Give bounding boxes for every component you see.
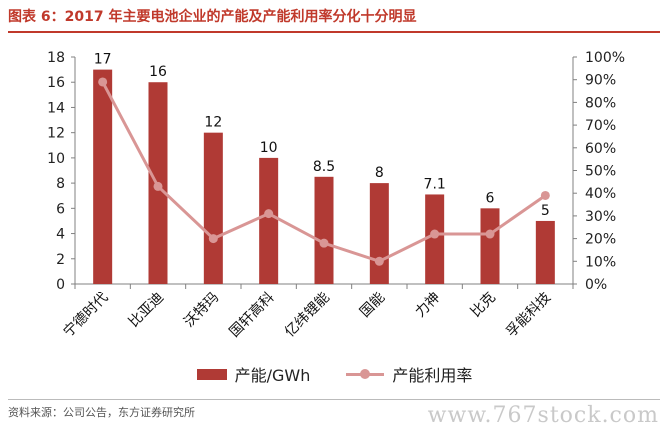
y-left-tick-label: 4: [56, 227, 65, 243]
legend-swatch-utilization: [346, 368, 385, 380]
footer-divider: [8, 399, 660, 400]
bar: [203, 132, 223, 284]
title-divider: [8, 31, 660, 33]
legend: 产能/GWh 产能利用率: [0, 362, 669, 386]
bar-data-label: 17: [94, 52, 112, 68]
x-category-label: 国能: [357, 290, 388, 321]
y-left-tick-label: 8: [56, 176, 65, 192]
chart-title: 图表 6：2017 年主要电池企业的产能及产能利用率分化十分明显: [8, 9, 417, 25]
y-right-tick-label: 80%: [585, 95, 616, 111]
x-category-label: 比克: [468, 290, 499, 321]
y-left-tick-label: 18: [47, 50, 65, 66]
bar: [259, 157, 279, 284]
utilization-point: [98, 77, 108, 87]
x-category-label: 沃特玛: [181, 290, 222, 331]
source-note: 资料来源：公司公告，东方证券研究所: [8, 406, 195, 419]
utilization-point: [319, 238, 329, 248]
legend-item-capacity: 产能/GWh: [196, 362, 311, 386]
y-right-tick-label: 0%: [585, 277, 607, 293]
legend-swatch-capacity: [196, 368, 227, 380]
bar: [93, 69, 113, 284]
x-category-label: 比亚迪: [126, 290, 167, 331]
y-right-tick-label: 100%: [585, 50, 625, 66]
y-left-tick-label: 2: [56, 252, 65, 268]
x-category-label: 亿纬锂能: [282, 290, 333, 341]
legend-label-utilization: 产能利用率: [392, 366, 473, 385]
watermark: www.767stock.com: [427, 403, 659, 428]
y-left-tick-label: 14: [47, 100, 65, 116]
bar: [535, 220, 555, 284]
bar-data-label: 8: [375, 165, 384, 181]
y-left-tick-label: 6: [56, 201, 65, 217]
y-left-tick-label: 12: [47, 126, 65, 142]
y-right-tick-label: 40%: [585, 186, 616, 202]
bar: [369, 183, 389, 284]
y-left-tick-label: 16: [47, 75, 65, 91]
y-left-tick-label: 0: [56, 277, 65, 293]
bar-data-label: 16: [149, 64, 167, 80]
x-category-label: 力神: [412, 290, 443, 321]
y-right-tick-label: 50%: [585, 164, 616, 180]
bar-data-label: 6: [486, 190, 495, 206]
bar-data-label: 10: [260, 140, 278, 156]
bar: [425, 194, 445, 284]
x-category-label: 宁德时代: [60, 289, 112, 341]
y-right-tick-label: 70%: [585, 118, 616, 134]
y-right-tick-label: 60%: [585, 141, 616, 157]
chart: 0 2 4 6 8 10 12 14 16 18 0% 10% 20% 30% 40% 50% 60% 70% 80…: [47, 50, 625, 341]
bar-data-label: 7.1: [424, 176, 446, 192]
y-right-tick-label: 30%: [585, 209, 616, 225]
x-category-label: 孚能科技: [503, 290, 554, 341]
x-category-label: 国轩高科: [226, 289, 278, 341]
y-right-tick-label: 20%: [585, 232, 616, 248]
utilization-point: [264, 209, 274, 219]
bar-data-label: 8.5: [313, 159, 335, 175]
bar: [480, 208, 500, 284]
utilization-point: [208, 234, 218, 244]
utilization-point: [374, 256, 384, 266]
y-left-tick-label: 10: [47, 151, 65, 167]
y-right-tick-label: 10%: [585, 254, 616, 270]
bar: [314, 176, 334, 284]
utilization-point: [430, 229, 440, 239]
bar-data-label: 12: [204, 115, 222, 131]
bar-data-label: 5: [541, 203, 550, 219]
utilization-point: [485, 229, 495, 239]
y-right-tick-label: 90%: [585, 73, 616, 89]
legend-label-capacity: 产能/GWh: [234, 366, 311, 385]
legend-item-utilization: 产能利用率: [346, 362, 472, 386]
utilization-point: [153, 181, 163, 191]
utilization-point: [540, 190, 550, 200]
